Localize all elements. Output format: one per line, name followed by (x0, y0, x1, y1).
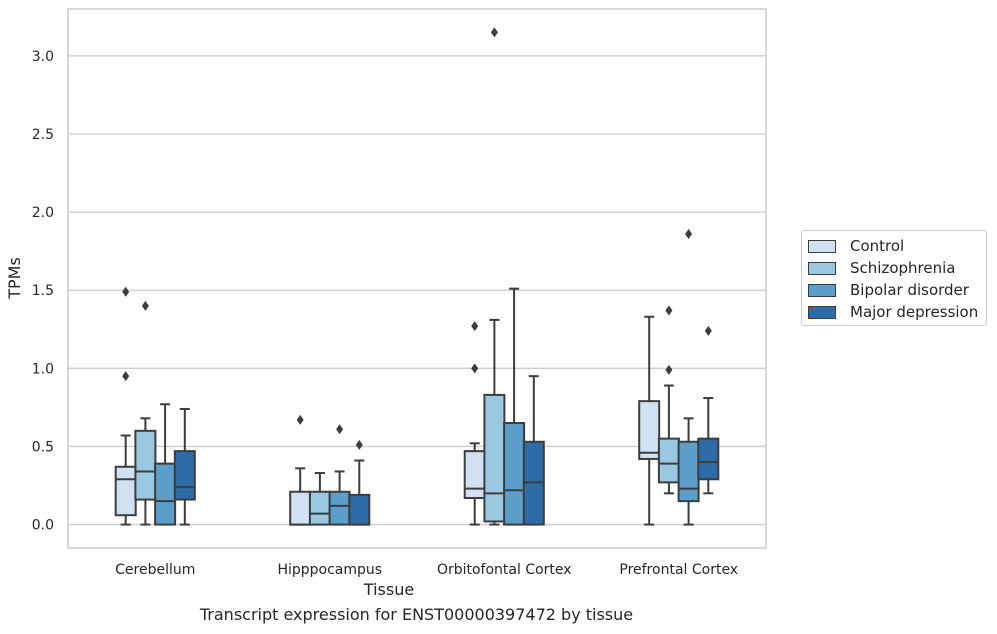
x-tick-label: Cerebellum (115, 562, 195, 578)
box-iqr (114, 465, 137, 517)
box-group (154, 403, 177, 526)
outlier-point (336, 424, 344, 435)
box-group (348, 439, 371, 526)
y-tick-label: 0.0 (32, 518, 54, 534)
y-tick-label: 1.0 (32, 361, 54, 377)
legend-label-bipolar-disorder: Bipolar disorder (850, 281, 969, 299)
box-iqr (697, 437, 720, 481)
chart-caption: Transcript expression for ENST0000039747… (199, 605, 634, 624)
outlier-point (471, 363, 479, 374)
outlier-point (685, 228, 693, 239)
box-group (289, 414, 312, 526)
outlier-point (141, 300, 149, 311)
box-iqr (173, 450, 196, 501)
outlier-point (490, 27, 498, 38)
y-axis-label: TPMs (5, 257, 24, 300)
y-tick-label: 1.5 (32, 283, 54, 299)
box-group (134, 300, 157, 526)
box-group (173, 407, 196, 526)
legend-swatch-schizophrenia (808, 261, 836, 275)
box-group (503, 287, 526, 526)
legend-label-schizophrenia: Schizophrenia (850, 259, 956, 277)
legend-item-schizophrenia: Schizophrenia (808, 259, 955, 277)
box-iqr (348, 493, 371, 526)
outlier-point (471, 321, 479, 332)
boxes (114, 27, 720, 526)
legend-swatch-major-depression (808, 305, 836, 319)
outlier-point (704, 325, 712, 336)
legend-swatch-bipolar-disorder (808, 283, 836, 297)
outlier-point (665, 305, 673, 316)
box-iqr (677, 440, 700, 503)
legend-item-major-depression: Major depression (808, 303, 978, 321)
box-group (638, 315, 661, 526)
x-tick-label: Orbitofontal Cortex (437, 562, 572, 578)
box-group (657, 305, 680, 495)
box-iqr (289, 490, 312, 526)
box-group (114, 286, 137, 526)
box-group (697, 325, 720, 495)
legend: Control Schizophrenia Bipolar disorder M… (801, 230, 987, 326)
x-tick-label: Hipppocampus (277, 562, 382, 578)
box-iqr (134, 429, 157, 501)
legend-label-control: Control (850, 237, 905, 255)
x-axis-label: Tissue (363, 580, 414, 599)
outlier-point (665, 364, 673, 375)
box-group (308, 472, 331, 526)
legend-swatch-control (808, 239, 836, 253)
y-tick-label: 3.0 (32, 49, 54, 65)
legend-item-bipolar-disorder: Bipolar disorder (808, 281, 969, 299)
box-iqr (308, 490, 331, 526)
box-iqr (463, 450, 486, 500)
outlier-point (122, 286, 130, 297)
outlier-point (296, 414, 304, 425)
box-group (328, 424, 351, 526)
outlier-point (122, 371, 130, 382)
plot-frame (67, 8, 767, 549)
box-group (483, 27, 506, 526)
legend-item-control: Control (808, 237, 904, 255)
y-tick-label: 2.0 (32, 205, 54, 221)
box-group (463, 321, 486, 526)
box-iqr (154, 462, 177, 526)
legend-label-major-depression: Major depression (850, 303, 979, 321)
box-group (677, 228, 700, 526)
box-iqr (328, 490, 351, 526)
outlier-point (355, 439, 363, 450)
x-tick-label: Prefrontal Cortex (619, 562, 738, 578)
x-tick-labels: Cerebellum Hipppocampus Orbitofontal Corte… (115, 562, 738, 578)
box-iqr (657, 437, 680, 484)
y-tick-labels: 0.0 0.5 1.0 1.5 2.0 2.5 3.0 (32, 49, 54, 534)
box-iqr (638, 400, 661, 460)
box-iqr (503, 422, 526, 526)
box-group (522, 375, 545, 526)
y-tick-label: 2.5 (32, 127, 54, 143)
y-tick-label: 0.5 (32, 439, 54, 455)
box-iqr (483, 393, 506, 523)
